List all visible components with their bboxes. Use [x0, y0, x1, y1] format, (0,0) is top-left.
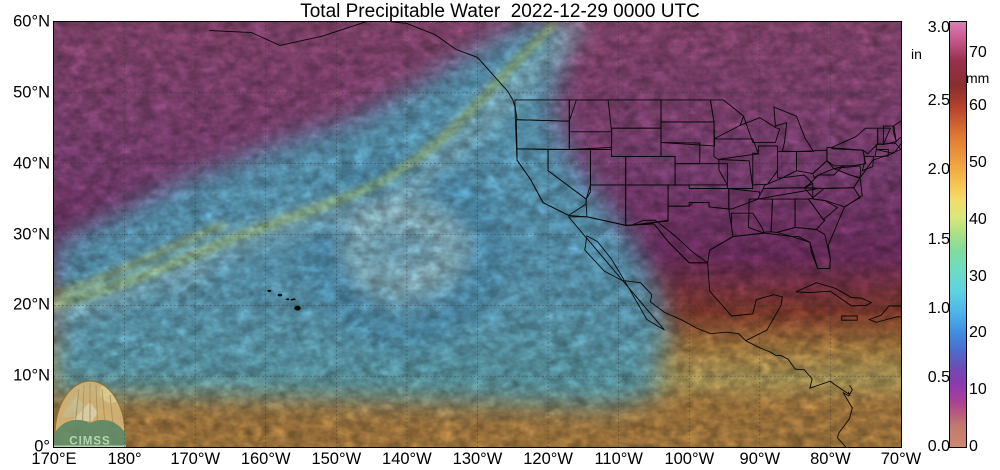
- svg-text:CIMSS: CIMSS: [69, 436, 110, 448]
